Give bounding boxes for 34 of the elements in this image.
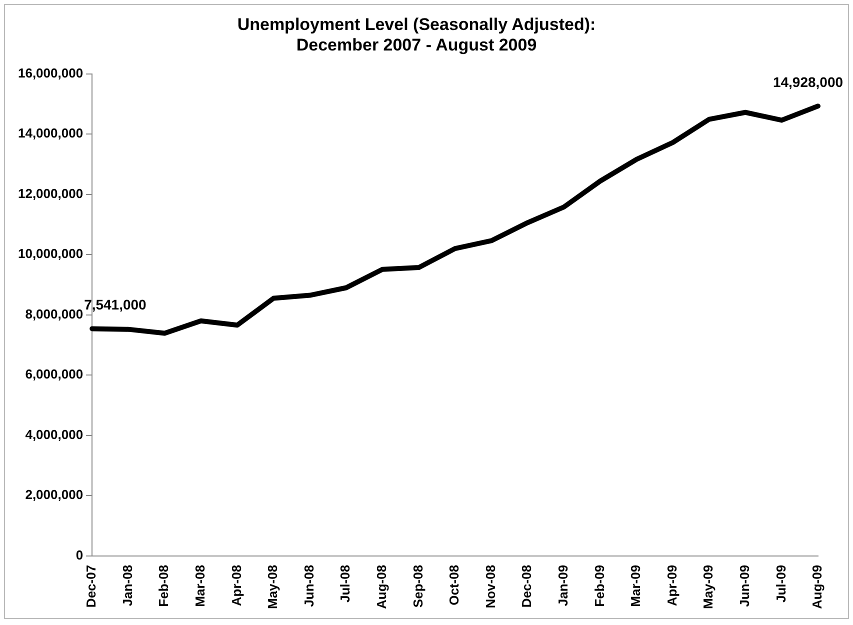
x-tick-label: May-09 xyxy=(700,564,716,609)
x-tick-label: Aug-09 xyxy=(810,564,825,609)
y-tick-label: 4,000,000 xyxy=(25,426,84,442)
x-tick-label: Sep-08 xyxy=(410,564,426,608)
x-tick-label: Jan-08 xyxy=(120,564,135,606)
x-tick-label: Nov-08 xyxy=(482,564,498,608)
x-tick-label: Dec-08 xyxy=(519,564,534,608)
x-tick-label: Mar-09 xyxy=(628,564,644,607)
x-tick-label: Jan-09 xyxy=(556,564,570,606)
x-tick-label: Apr-09 xyxy=(664,564,680,606)
data-label: 7,541,000 xyxy=(84,296,147,313)
x-tick-label: Jul-09 xyxy=(773,564,788,602)
y-tick-label: 2,000,000 xyxy=(25,487,84,502)
y-tick-label: 0 xyxy=(76,548,84,562)
x-tick-label: May-08 xyxy=(265,564,280,609)
y-tick-label: 14,000,000 xyxy=(18,126,84,141)
y-tick-label: 10,000,000 xyxy=(18,246,84,262)
x-tick-label: Apr-08 xyxy=(228,564,244,606)
x-tick-label: Feb-08 xyxy=(156,564,172,607)
x-tick-label: Dec-07 xyxy=(84,564,99,608)
x-tick-label: Mar-08 xyxy=(192,564,208,607)
x-tick-label: Jun-08 xyxy=(301,564,316,607)
x-tick-label: Feb-09 xyxy=(592,564,607,607)
y-tick-label: 8,000,000 xyxy=(25,306,84,322)
x-tick-label: Oct-08 xyxy=(446,564,462,606)
y-tick-label: 12,000,000 xyxy=(18,186,84,201)
data-label: 14,928,000 xyxy=(772,74,844,90)
text: Unemployment Level (Seasonally Adjusted): xyxy=(237,14,596,34)
y-tick-label: 16,000,000 xyxy=(18,65,84,80)
y-tick-label: 6,000,000 xyxy=(25,366,84,382)
x-tick-label: Jul-08 xyxy=(338,564,353,602)
text: December 2007 - August 2009 xyxy=(296,35,537,54)
x-tick-label: Jun-09 xyxy=(736,564,752,607)
x-tick-label: Aug-08 xyxy=(374,564,390,609)
